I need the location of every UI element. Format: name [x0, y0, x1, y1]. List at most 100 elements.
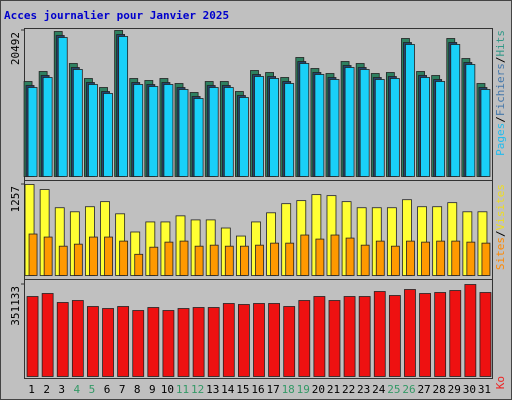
x-tick-label: 11	[176, 383, 189, 396]
bar	[56, 302, 69, 377]
bar	[450, 44, 461, 177]
bar	[118, 36, 129, 177]
x-tick-label: 9	[149, 383, 156, 396]
bar	[404, 289, 416, 377]
bar	[43, 236, 53, 276]
bar	[194, 245, 204, 276]
bar	[270, 242, 279, 276]
bar	[464, 284, 477, 377]
y-tick-label: 351133	[9, 286, 22, 326]
bar	[222, 303, 235, 377]
x-tick-label: 23	[357, 383, 370, 396]
x-tick-label: 15	[236, 383, 249, 396]
bar	[269, 78, 279, 177]
x-tick-label: 31	[478, 383, 491, 396]
bar	[238, 304, 250, 377]
bar	[298, 300, 311, 377]
bar	[421, 241, 430, 276]
bar	[313, 296, 326, 377]
bar	[147, 307, 160, 377]
x-tick-label: 16	[251, 383, 264, 396]
legend: Ko	[494, 376, 507, 389]
x-tick-label: 27	[417, 383, 430, 396]
bar	[71, 300, 84, 377]
x-tick-label: 20	[312, 383, 325, 396]
bar	[119, 240, 129, 276]
bar	[315, 238, 325, 276]
bar	[359, 69, 370, 177]
x-tick-label: 10	[161, 383, 174, 396]
bar	[149, 246, 159, 276]
bar	[299, 63, 310, 177]
bar	[27, 87, 38, 177]
bar	[239, 97, 249, 177]
bar	[358, 296, 371, 377]
bar	[389, 78, 400, 177]
bar	[102, 308, 114, 377]
bar	[223, 87, 234, 177]
bar	[28, 233, 38, 276]
bar	[88, 84, 98, 177]
bar	[162, 310, 175, 377]
bar	[163, 84, 174, 177]
legend-entry: Fichiers	[494, 63, 507, 116]
bar	[72, 69, 83, 177]
legend-entry: Sites	[494, 237, 507, 270]
bar	[192, 307, 205, 377]
bar	[285, 242, 295, 276]
bar	[300, 234, 310, 276]
bar	[436, 240, 446, 276]
bar	[480, 89, 491, 177]
chart-title: Acces journalier pour Janvier 2025	[4, 9, 229, 22]
bar	[41, 293, 54, 377]
bar	[314, 74, 325, 177]
bar	[133, 84, 144, 177]
bar	[87, 306, 99, 377]
bar	[449, 290, 462, 377]
bar	[328, 300, 341, 377]
bar	[284, 83, 295, 177]
x-tick-label: 14	[221, 383, 235, 396]
x-tick-label: 4	[74, 383, 81, 396]
x-tick-label: 6	[104, 383, 111, 396]
x-tick-label: 25	[387, 383, 400, 396]
legend: Sites/Visites	[494, 184, 507, 270]
legend-entry: Pages	[494, 123, 507, 156]
x-tick-label: 2	[43, 383, 50, 396]
bar	[374, 79, 385, 177]
bar	[89, 236, 98, 276]
x-tick-label: 24	[372, 383, 386, 396]
bar	[208, 87, 219, 177]
legend-entry: Hits	[494, 30, 507, 57]
x-tick-label: 8	[134, 383, 141, 396]
legend-entry: Ko	[494, 376, 507, 389]
bar	[373, 291, 386, 377]
bar	[254, 76, 264, 177]
bar	[207, 307, 220, 377]
bar	[57, 37, 68, 177]
bar	[58, 245, 68, 276]
x-tick-label: 18	[282, 383, 295, 396]
bar	[193, 98, 204, 177]
x-tick-label: 5	[89, 383, 96, 396]
bar	[104, 236, 113, 276]
bar	[209, 244, 219, 276]
bar	[451, 240, 461, 276]
legend-separator: /	[494, 57, 507, 64]
bar	[435, 81, 446, 177]
bar	[405, 44, 415, 177]
bar	[178, 89, 189, 177]
x-tick-label: 30	[463, 383, 476, 396]
bar	[390, 245, 400, 276]
bar	[255, 244, 264, 276]
bar	[103, 93, 113, 177]
bar	[179, 240, 189, 276]
x-tick-label: 3	[58, 383, 65, 396]
bar	[253, 303, 265, 377]
bar	[466, 241, 476, 276]
bar	[419, 293, 431, 377]
x-tick-label: 17	[266, 383, 279, 396]
x-tick-label: 29	[448, 383, 461, 396]
x-tick-label: 26	[402, 383, 415, 396]
